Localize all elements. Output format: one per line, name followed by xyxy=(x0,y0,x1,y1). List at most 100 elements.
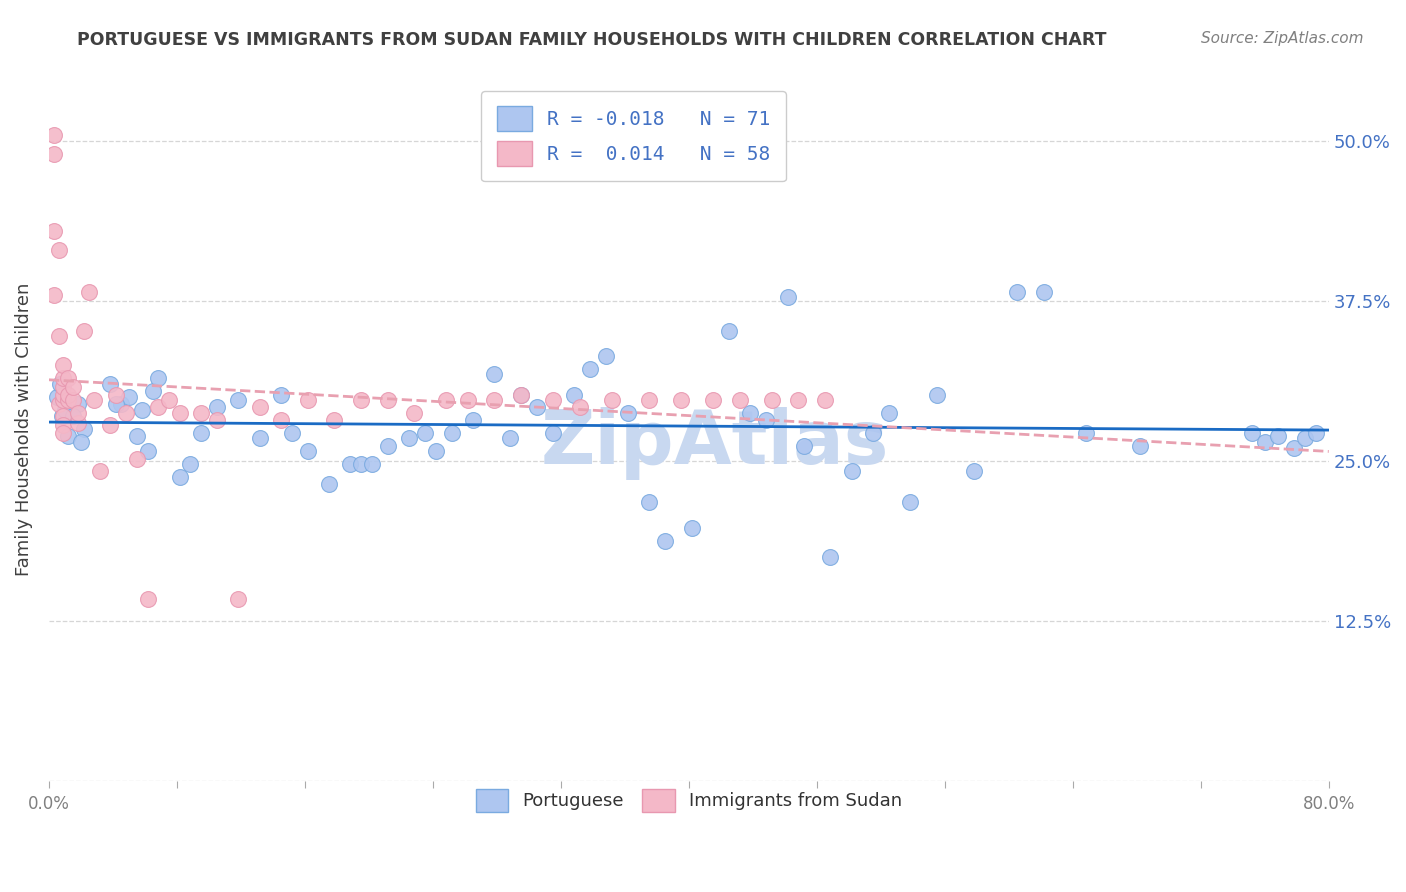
Point xyxy=(638,392,661,407)
Point xyxy=(1254,435,1277,450)
Point xyxy=(48,397,70,411)
Point xyxy=(270,413,292,427)
Point xyxy=(270,387,292,401)
Point xyxy=(169,406,191,420)
Point xyxy=(755,413,778,427)
Point xyxy=(49,377,72,392)
Point xyxy=(1305,425,1327,440)
Point xyxy=(179,457,201,471)
Point xyxy=(190,406,212,420)
Point xyxy=(617,406,640,420)
Point xyxy=(509,387,531,401)
Point xyxy=(52,392,75,407)
Point xyxy=(53,403,76,417)
Point xyxy=(73,422,96,436)
Point xyxy=(136,592,159,607)
Point xyxy=(339,457,361,471)
Point xyxy=(461,413,484,427)
Point xyxy=(1240,425,1263,440)
Point xyxy=(105,397,128,411)
Point xyxy=(52,358,75,372)
Point xyxy=(98,418,121,433)
Point xyxy=(350,457,373,471)
Point xyxy=(52,380,75,394)
Point xyxy=(205,401,228,415)
Point xyxy=(434,392,457,407)
Point xyxy=(361,457,384,471)
Legend: Portuguese, Immigrants from Sudan: Portuguese, Immigrants from Sudan xyxy=(463,776,915,825)
Text: PORTUGUESE VS IMMIGRANTS FROM SUDAN FAMILY HOUSEHOLDS WITH CHILDREN CORRELATION : PORTUGUESE VS IMMIGRANTS FROM SUDAN FAMI… xyxy=(77,31,1107,49)
Point xyxy=(761,392,783,407)
Y-axis label: Family Households with Children: Family Households with Children xyxy=(15,283,32,576)
Point xyxy=(877,406,900,420)
Point xyxy=(738,406,761,420)
Text: Source: ZipAtlas.com: Source: ZipAtlas.com xyxy=(1201,31,1364,46)
Point xyxy=(42,224,65,238)
Point xyxy=(898,495,921,509)
Point xyxy=(654,533,676,548)
Point xyxy=(638,495,661,509)
Point xyxy=(962,465,984,479)
Point xyxy=(56,428,79,442)
Point xyxy=(249,431,271,445)
Point xyxy=(131,403,153,417)
Point xyxy=(1074,425,1097,440)
Point xyxy=(70,435,93,450)
Point xyxy=(482,392,505,407)
Point xyxy=(249,401,271,415)
Point xyxy=(114,406,136,420)
Point xyxy=(1033,285,1056,300)
Point xyxy=(377,439,399,453)
Point xyxy=(146,401,169,415)
Point xyxy=(125,451,148,466)
Point xyxy=(322,413,344,427)
Point xyxy=(814,392,837,407)
Point xyxy=(669,392,692,407)
Point xyxy=(56,371,79,385)
Point xyxy=(377,392,399,407)
Point xyxy=(526,401,548,415)
Point xyxy=(136,444,159,458)
Point xyxy=(1267,428,1289,442)
Point xyxy=(402,406,425,420)
Point xyxy=(52,409,75,424)
Point xyxy=(52,387,75,401)
Point xyxy=(702,392,724,407)
Point xyxy=(350,392,373,407)
Point xyxy=(46,390,69,404)
Point xyxy=(793,439,815,453)
Point xyxy=(457,392,479,407)
Point xyxy=(62,392,84,407)
Point xyxy=(841,465,863,479)
Point xyxy=(52,418,75,433)
Point xyxy=(118,390,141,404)
Point xyxy=(42,288,65,302)
Point xyxy=(105,387,128,401)
Point xyxy=(925,387,948,401)
Point xyxy=(681,521,703,535)
Point xyxy=(1282,442,1305,456)
Point xyxy=(42,147,65,161)
Point xyxy=(578,362,600,376)
Point xyxy=(595,349,617,363)
Point xyxy=(717,324,740,338)
Point xyxy=(786,392,808,407)
Point xyxy=(205,413,228,427)
Point xyxy=(297,392,319,407)
Point xyxy=(569,401,592,415)
Point xyxy=(89,465,111,479)
Point xyxy=(441,425,464,440)
Point xyxy=(776,290,799,304)
Point xyxy=(66,406,89,420)
Point xyxy=(413,425,436,440)
Point xyxy=(110,397,132,411)
Point xyxy=(1129,439,1152,453)
Point xyxy=(728,392,751,407)
Point xyxy=(318,477,340,491)
Point xyxy=(52,371,75,385)
Point xyxy=(73,324,96,338)
Point xyxy=(226,392,249,407)
Point xyxy=(297,444,319,458)
Point xyxy=(56,387,79,401)
Point xyxy=(51,409,73,424)
